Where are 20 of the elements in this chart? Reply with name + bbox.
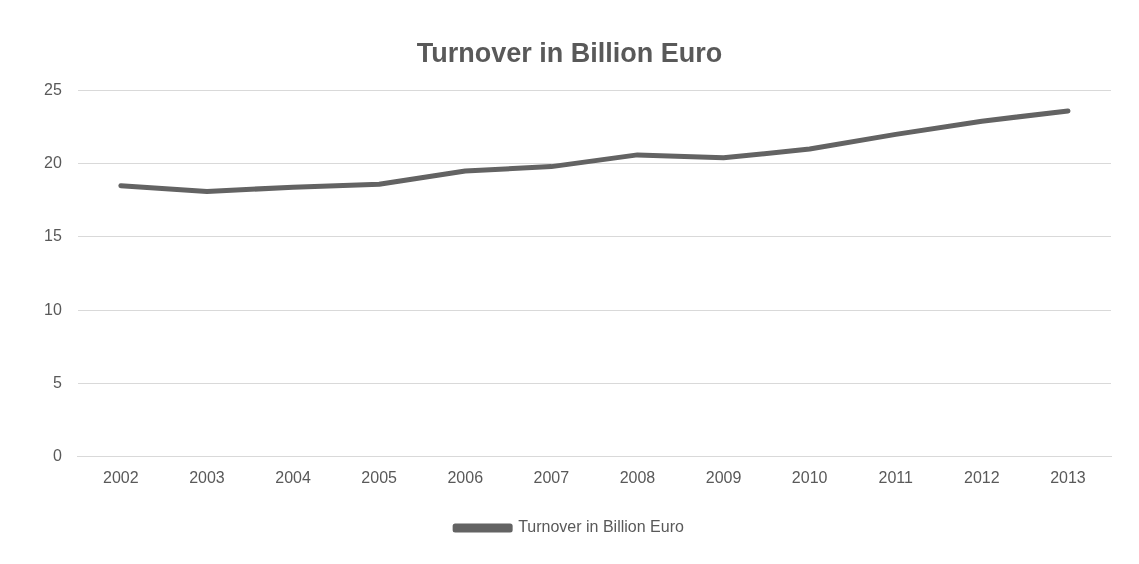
x-tick-label: 2004 [275, 468, 311, 486]
x-tick-label: 2011 [878, 468, 914, 486]
x-tick-label: 2002 [103, 468, 139, 486]
y-tick-label: 20 [44, 154, 62, 172]
x-tick-label: 2010 [791, 468, 828, 486]
x-tick-label: 2003 [189, 468, 225, 486]
x-tick-label: 2012 [964, 468, 1000, 486]
y-tick-label: 25 [44, 80, 62, 98]
x-tick-label: 2006 [447, 468, 484, 486]
x-tick-label: 2005 [361, 468, 398, 486]
y-tick-label: 0 [52, 447, 62, 465]
x-tick-label: 2013 [1050, 468, 1086, 486]
x-tick-label: 2007 [533, 468, 570, 486]
legend-label: Turnover in Billion Euro [518, 518, 684, 536]
x-tick-label: 2008 [619, 468, 656, 486]
y-tick-label: 10 [44, 300, 62, 318]
y-tick-label: 5 [52, 373, 62, 391]
x-tick-label: 2009 [705, 468, 742, 486]
chart-title: Turnover in Billion Euro [416, 37, 723, 68]
y-tick-label: 15 [44, 227, 62, 245]
